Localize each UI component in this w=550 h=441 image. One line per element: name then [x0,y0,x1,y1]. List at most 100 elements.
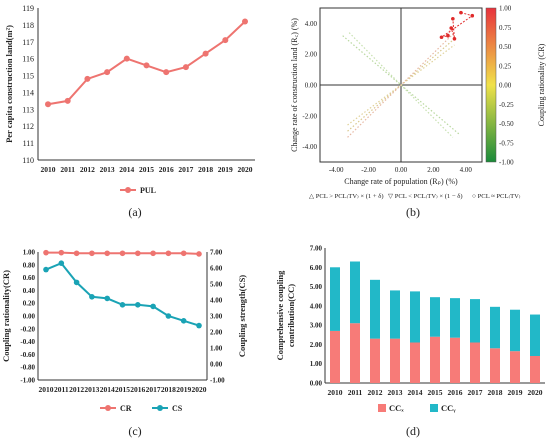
bar-segment [490,306,500,349]
y-tick-label: 7.00 [310,245,323,253]
bar-segment [390,338,400,383]
x-axis-title: Change rate of population (Rₚ) (%) [344,177,458,186]
colorbar-title: Coupling rationality (CR) [537,43,546,126]
y-tick-label: 113 [22,105,34,114]
x-tick-label: 2012 [69,385,84,394]
data-point-cs [119,302,126,308]
colorbar-tick-label: 0.50 [499,43,512,51]
colorbar-tick-label: -1.00 [499,159,514,167]
caption-b: (b) [406,205,420,219]
y-left-tick-label: 1.00 [23,249,36,257]
x-tick-label: 2017 [178,165,193,174]
y-tick-label: 118 [22,21,34,30]
reference-line [347,32,455,138]
y-right-tick-label: 7.00 [210,249,223,257]
y-left-tick-label: -0.40 [20,338,35,346]
data-point-pul [222,37,229,44]
data-point-pul [202,50,209,57]
x-tick-label: 2019 [508,388,523,397]
y-tick-label: 119 [22,4,34,13]
colorbar-tick-label: 1.00 [499,5,512,13]
x-tick-label: 2018 [198,165,213,174]
bar-segment [530,356,540,383]
x-tick-label: -4.00 [329,166,344,174]
x-tick-label: 2013 [84,385,99,394]
y-right-tick-label: 6.00 [210,265,223,273]
data-point [446,33,450,38]
y-tick-label: 0.00 [310,380,323,388]
data-point-cs [73,279,80,286]
y-right-tick-label: 1.00 [210,345,223,353]
y-left-tick-label: -1.00 [20,377,35,385]
y-left-axis-title: Coupling rationality(CR) [1,270,11,362]
data-point-cs [135,302,141,308]
data-point-cr [89,250,95,257]
y-right-tick-label: 2.00 [210,329,223,337]
x-tick-label: 2020 [528,388,543,397]
legend-label: CCᵧ [441,403,456,413]
y-axis-title: Per capita construction land(m²) [4,25,14,143]
legend-swatch [378,404,386,412]
caption-a: (a) [128,205,141,219]
x-tick-label: 2014 [408,388,423,397]
series-line-cs [45,261,200,327]
data-point [459,10,463,15]
y-left-tick-label: 0.60 [23,274,36,282]
y-tick-label: 112 [22,122,34,131]
caption-d: (d) [406,424,420,438]
bar-segment [430,336,440,383]
data-point-pul [64,97,71,104]
y-right-tick-label: -1.00 [210,377,225,385]
y-tick-label: -2.00 [302,112,317,120]
caption-c: (c) [128,424,141,438]
x-tick-label: 2014 [100,385,115,394]
colorbar-tick-label: 0.00 [499,82,512,90]
y-left-tick-label: -0.80 [20,364,35,372]
x-tick-label: 2019 [176,385,191,394]
panel-c-dual-axis-line-chart: 1.00 0.80 0.60 0.40 0.20 0.00 -0.20 -0.40 -0.60 -… [1,249,247,414]
data-point-pul [242,18,248,25]
legend-marker-pul [125,187,131,193]
x-tick-label: 2010 [39,385,54,394]
x-tick-label: 2012 [368,388,383,397]
x-tick-label: 2016 [159,165,174,174]
y-right-tick-label: 4.00 [210,297,223,305]
data-point-cr [43,249,49,256]
y-tick-label: 111 [23,139,34,148]
bar-segment [490,348,500,383]
legend-item: △ PCL > PCL₍TV₎ × (1 + δ) [309,193,384,200]
data-point-cs [89,294,95,300]
x-tick-label: 2013 [100,165,115,174]
y-axis-title: contribution(CC) [286,284,296,347]
x-tick-label: 2015 [428,388,443,397]
y-tick-label: 2.00 [310,341,323,349]
data-point-pul [45,101,51,108]
bar-segment [430,297,440,337]
y-axis-title: Comprehensive coupling [275,270,285,361]
colorbar-tick-label: 0.25 [499,62,512,70]
x-tick-label: 2019 [218,165,233,174]
colorbar-tick-label: 0.75 [499,24,512,32]
y-tick-label: 1.00 [310,360,323,368]
y-tick-label: 5.00 [310,283,323,291]
bar-segment [530,314,540,356]
data-point-cs [58,260,65,267]
legend-swatch [430,404,438,412]
y-tick-label: 117 [22,38,34,47]
x-tick-label: 2018 [488,388,503,397]
reference-line [342,35,460,135]
bar-segment [510,309,520,352]
data-point-pul [163,69,170,76]
bar-segment [450,298,460,338]
legend-label-cr: CR [120,404,132,413]
data-point-cr [196,251,202,257]
bar-segment [330,267,340,331]
y-right-tick-label: 5.00 [210,281,223,289]
y-left-tick-label: 0.80 [23,261,36,269]
legend-label-pul: PUL [140,186,156,195]
y-tick-label: 114 [22,88,34,97]
data-point-cs [150,303,156,310]
x-tick-label: 2020 [238,165,253,174]
x-tick-label: 4.00 [460,166,473,174]
